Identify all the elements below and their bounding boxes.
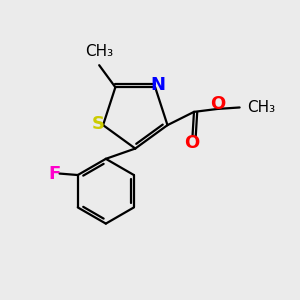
Text: F: F <box>48 165 60 183</box>
Text: O: O <box>211 94 226 112</box>
Text: CH₃: CH₃ <box>247 100 275 115</box>
Text: N: N <box>150 76 165 94</box>
Text: CH₃: CH₃ <box>85 44 113 59</box>
Text: O: O <box>184 134 200 152</box>
Text: S: S <box>91 115 104 133</box>
